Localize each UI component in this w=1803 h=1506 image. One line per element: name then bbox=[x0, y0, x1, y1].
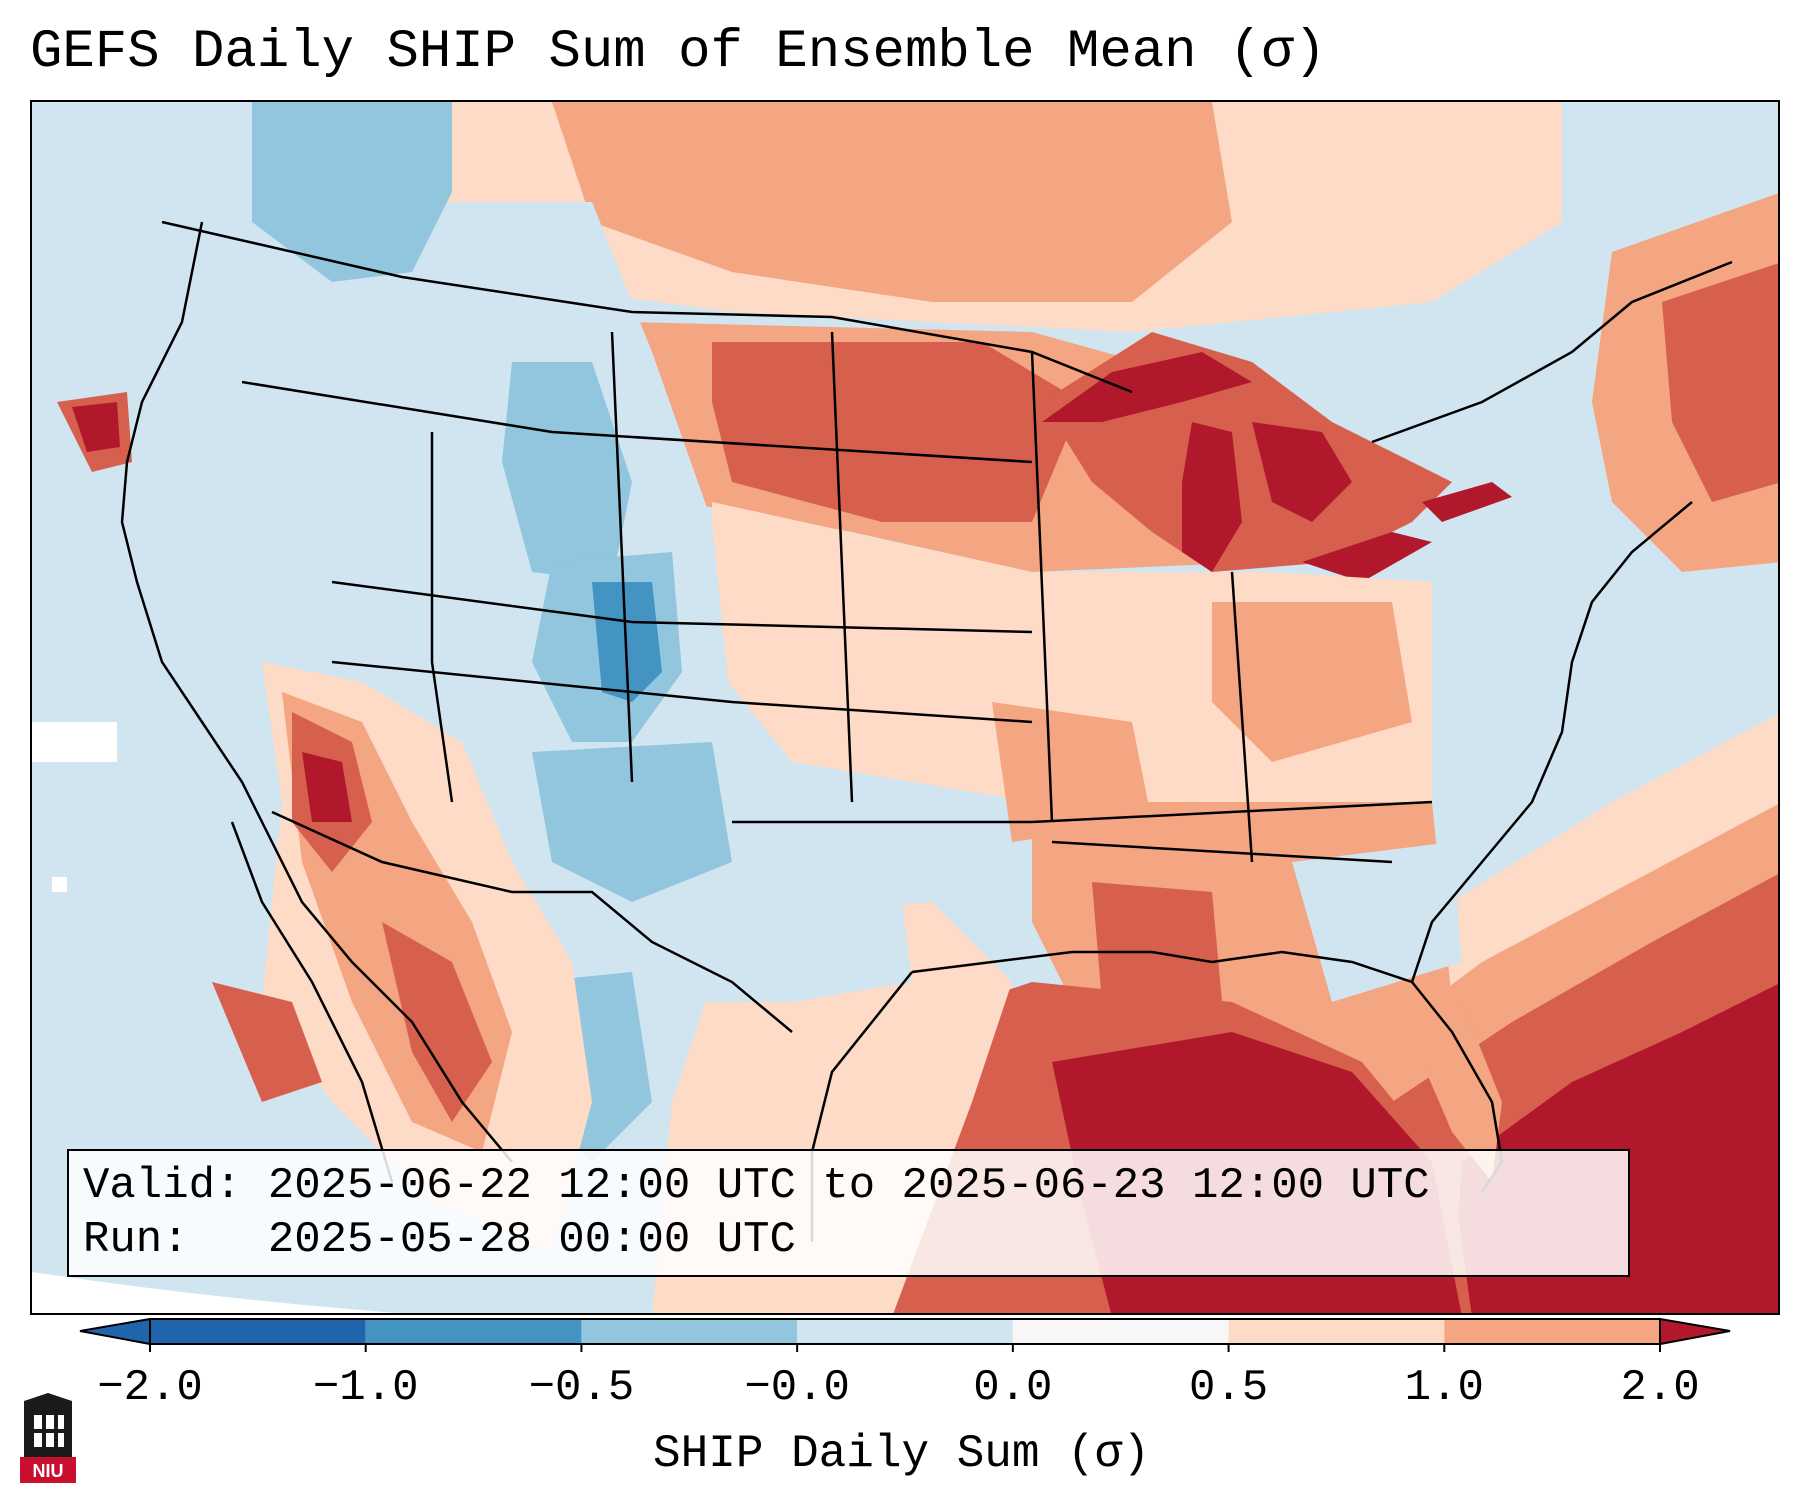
region-mississippi bbox=[1092, 882, 1222, 1002]
baja-coast bbox=[230, 821, 394, 1183]
coastline-west bbox=[120, 221, 513, 1163]
logo-banner bbox=[20, 1457, 76, 1483]
region-ohio-valley bbox=[1212, 602, 1412, 762]
us-canada-border bbox=[161, 220, 1133, 394]
valid-value: 2025-06-22 12:00 UTC to 2025-06-23 12:00… bbox=[267, 1161, 1430, 1211]
pacific-white-dot bbox=[52, 877, 67, 892]
state-line-7 bbox=[1030, 351, 1054, 823]
state-line-8 bbox=[1230, 571, 1254, 863]
state-line-5 bbox=[610, 331, 634, 783]
logo-window-4 bbox=[34, 1433, 42, 1447]
logo-window-3 bbox=[58, 1415, 64, 1429]
region-sw-baja bbox=[382, 922, 492, 1122]
colorbar-segment-2 bbox=[581, 1319, 798, 1344]
colorbar bbox=[79, 1317, 1731, 1352]
niu-logo: NIU bbox=[20, 1393, 76, 1483]
northeast-border bbox=[1371, 260, 1733, 444]
logo-window-2 bbox=[46, 1415, 54, 1429]
colorbar-tick-label: −1.0 bbox=[312, 1363, 419, 1413]
colorbar-tick-label: 0.0 bbox=[973, 1363, 1053, 1413]
colorbar-label: SHIP Daily Sum (σ) bbox=[653, 1428, 1150, 1480]
colorbar-extend-low bbox=[79, 1317, 151, 1346]
colorbar-ticks bbox=[149, 1344, 1661, 1352]
run-line: Run: 2025-05-28 00:00 UTC bbox=[83, 1215, 796, 1265]
pacific-white-patch bbox=[32, 722, 117, 762]
run-value: 2025-05-28 00:00 UTC bbox=[267, 1215, 796, 1265]
region-canada-mid bbox=[552, 102, 1232, 302]
region-oregon-coast-max bbox=[72, 402, 120, 452]
colorbar-segment-3 bbox=[797, 1319, 1013, 1344]
colorbar-segment-5 bbox=[1228, 1319, 1445, 1344]
map-svg bbox=[32, 102, 1778, 1313]
state-line-3 bbox=[331, 580, 1033, 634]
region-florida bbox=[1412, 982, 1502, 1182]
lake-huron bbox=[1252, 422, 1352, 522]
valid-line: Valid: 2025-06-22 12:00 UTC to 2025-06-2… bbox=[83, 1161, 1430, 1211]
logo-window-6 bbox=[58, 1433, 64, 1447]
logo-text: NIU bbox=[33, 1461, 64, 1481]
colorbar-segment-6 bbox=[1444, 1319, 1660, 1344]
state-line-10 bbox=[1051, 840, 1393, 864]
colorbar-tick-label: −0.5 bbox=[528, 1363, 635, 1413]
colorbar-segment-0 bbox=[150, 1319, 366, 1344]
colorbar-tick-label: 1.0 bbox=[1404, 1363, 1484, 1413]
logo-window-1 bbox=[34, 1415, 42, 1429]
projection-edge-left bbox=[32, 1272, 398, 1313]
lake-erie bbox=[1302, 532, 1432, 582]
region-baja-pacific bbox=[212, 982, 322, 1102]
state-line-9 bbox=[732, 800, 1433, 824]
map-borders bbox=[120, 220, 1733, 1242]
lake-superior bbox=[1042, 352, 1252, 422]
us-mexico-border bbox=[271, 810, 793, 1033]
east-coast bbox=[1410, 501, 1693, 983]
colorbar-tick-label: 2.0 bbox=[1620, 1363, 1700, 1413]
run-label: Run: bbox=[83, 1215, 189, 1265]
gulf-coast bbox=[911, 950, 1413, 984]
region-newengland bbox=[1662, 263, 1778, 502]
logo-window-5 bbox=[46, 1433, 54, 1447]
valid-run-infobox: Valid: 2025-06-22 12:00 UTC to 2025-06-2… bbox=[67, 1149, 1630, 1277]
colorbar-segments bbox=[150, 1319, 1660, 1344]
lake-ontario bbox=[1422, 482, 1512, 522]
region-dakotas-mn bbox=[712, 342, 1082, 522]
state-line-1 bbox=[241, 380, 1033, 464]
lake-michigan bbox=[1182, 422, 1242, 572]
region-northern-rockies bbox=[252, 102, 452, 282]
colorbar-segment-4 bbox=[1012, 1319, 1229, 1344]
chart-title: GEFS Daily SHIP Sum of Ensemble Mean (σ) bbox=[30, 22, 1327, 83]
region-wyoming-cool bbox=[502, 362, 632, 582]
colorbar-segment-1 bbox=[365, 1319, 582, 1344]
colorbar-extend-high bbox=[1659, 1317, 1731, 1346]
valid-label: Valid: bbox=[83, 1161, 242, 1211]
state-line-4 bbox=[331, 660, 1033, 724]
state-line-2 bbox=[430, 432, 454, 803]
state-line-6 bbox=[830, 331, 854, 803]
colorbar-tick-label: −0.0 bbox=[744, 1363, 850, 1413]
map-panel: Valid: 2025-06-22 12:00 UTC to 2025-06-2… bbox=[30, 100, 1780, 1315]
colorbar-tick-label: 0.5 bbox=[1188, 1363, 1269, 1413]
region-sw-hot bbox=[302, 752, 352, 822]
colorbar-tick-label: −2.0 bbox=[97, 1363, 203, 1413]
region-nm-cool bbox=[532, 742, 732, 902]
